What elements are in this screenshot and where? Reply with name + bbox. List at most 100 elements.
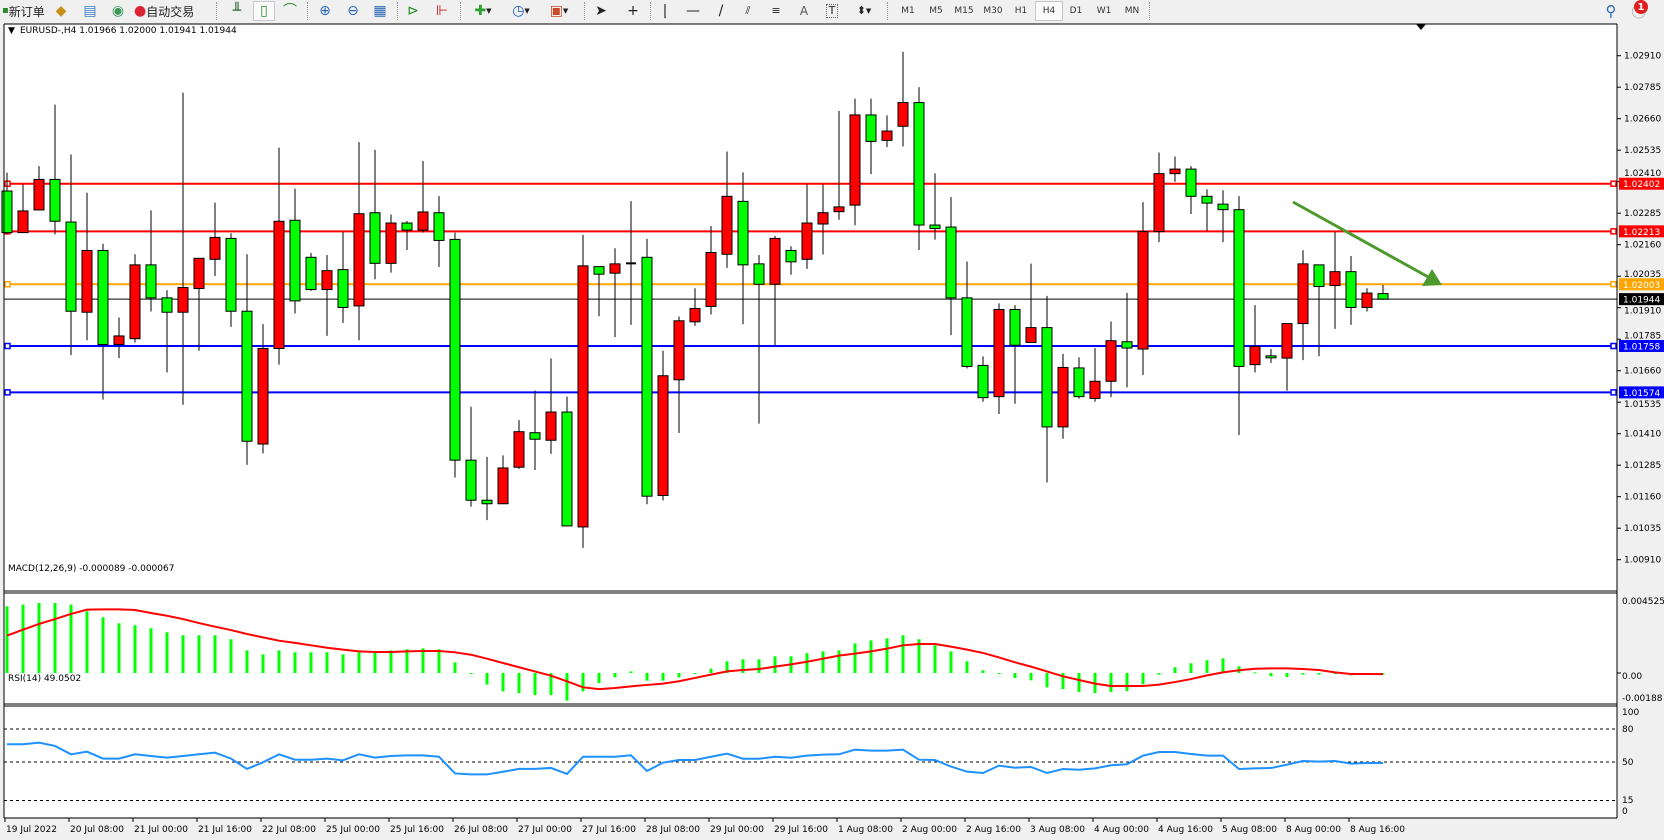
candle-body-bullish[interactable] <box>881 130 893 141</box>
candle-body-bearish[interactable] <box>49 178 61 222</box>
auto-trading-button[interactable]: ● 自动交易 <box>134 2 194 20</box>
candle-body-bearish[interactable] <box>1121 341 1133 349</box>
candle-body-bullish[interactable] <box>1249 346 1261 366</box>
candle-body-bullish[interactable] <box>673 320 685 381</box>
candle-body-bearish[interactable] <box>1041 327 1053 428</box>
vertical-line-button[interactable]: | <box>656 2 674 20</box>
candle-body-bearish[interactable] <box>1217 203 1229 211</box>
auto-scroll-button[interactable]: ⊳ <box>404 2 422 20</box>
level-handle[interactable] <box>1610 342 1617 350</box>
candle-body-bullish[interactable] <box>1169 168 1181 175</box>
timeframe-d1-button[interactable]: D1 <box>1069 6 1083 16</box>
text-button[interactable]: A <box>795 2 813 20</box>
timeframe-mn-button[interactable]: MN <box>1124 6 1140 16</box>
trendline-button[interactable]: / <box>712 2 730 20</box>
candle-body-bullish[interactable] <box>897 102 909 127</box>
candle-body-bearish[interactable] <box>1201 195 1213 204</box>
candle-body-bullish[interactable] <box>1281 323 1293 359</box>
periods-button[interactable]: ◷ ▼ <box>506 2 536 20</box>
candle-body-bullish[interactable] <box>1153 173 1165 233</box>
candle-body-bearish[interactable] <box>561 411 573 527</box>
candle-body-bearish[interactable] <box>481 499 493 505</box>
candle-body-bearish[interactable] <box>433 212 445 241</box>
candle-body-bearish[interactable] <box>65 221 77 312</box>
candle-body-bearish[interactable] <box>465 459 477 501</box>
candle-body-bullish[interactable] <box>833 206 845 213</box>
candle-body-bearish[interactable] <box>929 224 941 230</box>
candle-body-bearish[interactable] <box>449 238 461 461</box>
candle-body-bullish[interactable] <box>1025 327 1037 343</box>
candle-body-bearish[interactable] <box>737 200 749 266</box>
candle-body-bearish[interactable] <box>1233 209 1245 367</box>
candle-body-bearish[interactable] <box>945 226 957 299</box>
candle-body-bullish[interactable] <box>1329 271 1341 287</box>
timeframe-m15-button[interactable]: M15 <box>954 6 974 16</box>
candle-body-bearish[interactable] <box>305 256 317 291</box>
timeframe-m5-button[interactable]: M5 <box>929 6 943 16</box>
candle-body-bearish[interactable] <box>241 310 253 442</box>
candle-body-bullish[interactable] <box>81 249 93 313</box>
equidistant-channel-button[interactable]: ⫽ <box>739 2 757 20</box>
candle-body-bearish[interactable] <box>401 222 413 231</box>
level-handle[interactable] <box>1610 389 1617 396</box>
candle-body-bullish[interactable] <box>321 270 333 291</box>
candle-body-bullish[interactable] <box>545 411 557 441</box>
candle-body-bullish[interactable] <box>1361 292 1373 308</box>
zoom-in-button[interactable]: ⊕ <box>316 2 334 20</box>
level-handle[interactable] <box>1610 228 1617 235</box>
level-handle[interactable] <box>1610 281 1617 288</box>
candlestick-button[interactable]: ▯ <box>253 1 275 21</box>
candle-body-bearish[interactable] <box>1377 293 1389 300</box>
market-watch-button[interactable]: ◆ <box>52 2 70 20</box>
candle-body-bearish[interactable] <box>961 297 973 367</box>
candle-body-bearish[interactable] <box>161 297 173 313</box>
candle-body-bullish[interactable] <box>33 178 45 211</box>
trend-arrow-head-icon[interactable] <box>1422 269 1442 286</box>
candle-body-bearish[interactable] <box>529 432 541 440</box>
candle-body-bearish[interactable] <box>753 263 765 285</box>
candle-body-bullish[interactable] <box>17 210 29 234</box>
candle-body-bullish[interactable] <box>209 236 221 260</box>
level-handle[interactable] <box>4 281 11 288</box>
candle-body-bearish[interactable] <box>977 364 989 399</box>
candle-body-bearish[interactable] <box>369 212 381 264</box>
candle-body-bearish[interactable] <box>337 269 349 308</box>
candle-body-bullish[interactable] <box>721 195 733 255</box>
candle-body-bearish[interactable] <box>865 114 877 142</box>
line-chart-button[interactable]: ⌒ <box>281 2 299 20</box>
navigator-button[interactable]: ◉ <box>109 2 127 20</box>
main-price-pane[interactable] <box>1 51 1617 548</box>
candle-body-bearish[interactable] <box>225 237 237 312</box>
candle-body-bullish[interactable] <box>273 220 285 350</box>
candle-body-bearish[interactable] <box>913 102 925 226</box>
candle-body-bearish[interactable] <box>1313 264 1325 288</box>
text-label-button[interactable]: T <box>823 2 841 20</box>
candle-body-bearish[interactable] <box>1009 308 1021 346</box>
chart-shift-button[interactable]: ⊩ <box>433 2 451 20</box>
candle-body-bearish[interactable] <box>785 249 797 263</box>
zoom-out-button[interactable]: ⊖ <box>344 2 362 20</box>
candle-body-bearish[interactable] <box>145 264 157 299</box>
chart-menu-triangle-icon[interactable]: ▼ <box>8 26 15 36</box>
candle-body-bullish[interactable] <box>193 257 205 290</box>
candle-body-bearish[interactable] <box>97 249 109 345</box>
candle-body-bullish[interactable] <box>1137 231 1149 350</box>
candle-body-bullish[interactable] <box>817 212 829 225</box>
chart-window[interactable]: 1.02910 1.02785 1.02660 1.02535 1.02410 1.022… <box>0 22 1664 840</box>
candle-body-bullish[interactable] <box>113 335 125 345</box>
level-handle[interactable] <box>4 389 11 396</box>
timeframe-m1-button[interactable]: M1 <box>901 6 915 16</box>
candle-body-bullish[interactable] <box>1057 366 1069 428</box>
timeframe-w1-button[interactable]: W1 <box>1096 6 1112 16</box>
tile-windows-button[interactable]: ▦ <box>371 2 389 20</box>
candle-body-bullish[interactable] <box>577 265 589 528</box>
candle-body-bearish[interactable] <box>1185 168 1197 197</box>
candle-body-bearish[interactable] <box>1073 367 1085 398</box>
candle-body-bullish[interactable] <box>769 237 781 285</box>
timeframe-m30-button[interactable]: M30 <box>983 6 1003 16</box>
candle-body-bullish[interactable] <box>705 252 717 307</box>
candle-body-bearish[interactable] <box>593 266 605 275</box>
candle-body-bullish[interactable] <box>1297 263 1309 325</box>
horizontal-line-button[interactable]: — <box>684 2 702 20</box>
candle-body-bearish[interactable] <box>641 256 653 497</box>
